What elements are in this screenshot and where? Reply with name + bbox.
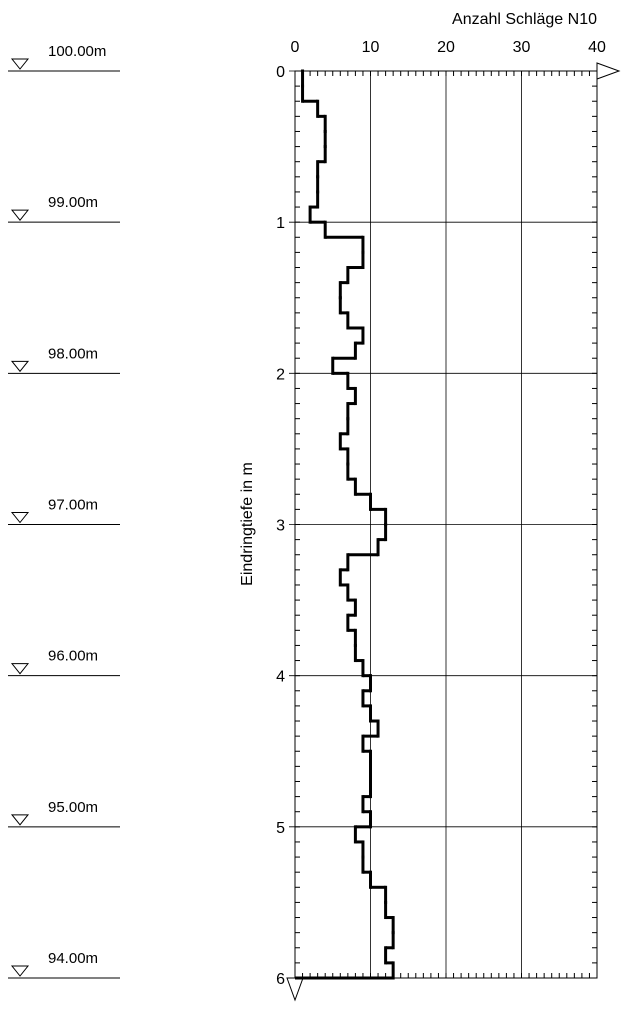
level-symbol (10, 209, 30, 221)
level-label: 96.00m (48, 648, 98, 665)
level-label: 95.00m (48, 799, 98, 816)
level-symbol (10, 965, 30, 977)
level-label: 99.00m (48, 194, 98, 211)
level-symbol (10, 360, 30, 373)
x-tick-label: 10 (362, 39, 380, 56)
level-symbol (10, 512, 30, 524)
x-tick-label: 30 (513, 39, 531, 56)
y-tick-label: 5 (276, 820, 285, 837)
level-symbol (10, 58, 30, 70)
y-tick-label: 6 (276, 971, 285, 988)
level-label: 97.00m (48, 497, 98, 514)
y-axis-label: Eindringtiefe in m (239, 462, 256, 586)
y-tick-label: 2 (276, 366, 285, 383)
level-label: 100.00m (48, 43, 106, 60)
y-tick-label: 0 (276, 64, 285, 81)
x-tick-label: 20 (437, 39, 455, 56)
level-symbol (10, 663, 30, 675)
level-label: 94.00m (48, 950, 98, 967)
y-tick-label: 1 (276, 215, 285, 232)
level-label: 98.00m (48, 345, 98, 362)
x-axis-arrow (596, 62, 621, 80)
x-tick-label: 40 (588, 39, 606, 56)
x-axis-label: Anzahl Schläge N10 (452, 11, 597, 28)
y-tick-label: 4 (276, 669, 285, 686)
x-tick-label: 0 (291, 39, 300, 56)
y-tick-label: 3 (276, 518, 285, 535)
level-symbol (10, 814, 30, 826)
y-axis-arrow (286, 977, 304, 1002)
